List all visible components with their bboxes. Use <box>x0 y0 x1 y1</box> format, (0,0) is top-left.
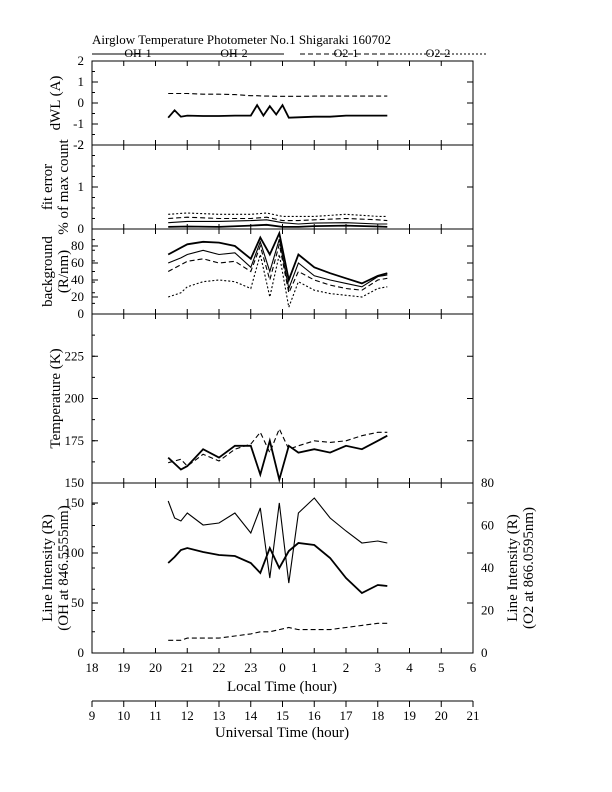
ut-tick-label: 14 <box>244 708 258 723</box>
y-tick-label: 40 <box>71 272 84 287</box>
series-line-oh-1 <box>168 223 388 228</box>
ut-tick-label: 9 <box>89 708 96 723</box>
local-time-tick-label: 0 <box>279 660 286 675</box>
local-time-tick-label: 23 <box>244 660 257 675</box>
y-tick-label: 175 <box>65 433 85 448</box>
local-time-tick-label: 6 <box>470 660 477 675</box>
ut-tick-label: 15 <box>276 708 289 723</box>
panel-frame <box>91 60 474 146</box>
y-axis-label-2: (R/nm) <box>56 250 72 293</box>
chart-panels: 2 1 0 -1 -2 dWL (A) 2 1 0 fit error% of max count… <box>40 53 537 660</box>
ut-tick-label: 20 <box>435 708 448 723</box>
y-axis-label-2: (OH at 846.5555nm) <box>56 505 72 630</box>
y-tick-label: 1 <box>78 179 85 194</box>
y-right-tick-label: 60 <box>481 518 494 533</box>
y-tick-label: 200 <box>65 391 85 406</box>
universal-time-axis-label: Universal Time (hour) <box>215 725 349 741</box>
ut-tick-label: 16 <box>308 708 322 723</box>
y-axis-label: dWL (A) <box>48 76 64 131</box>
y-tick-label: 225 <box>65 348 85 363</box>
y-right-axis-label: Line Intensity (R) <box>505 514 521 621</box>
y-tick-label: 0 <box>78 221 85 236</box>
y-tick-label: 0 <box>78 645 85 660</box>
panel-background: 80 60 40 20 0 background (R/nm) <box>40 228 474 321</box>
y-tick-label: -1 <box>73 116 84 131</box>
y-right-tick-label: 20 <box>481 603 494 618</box>
local-time-axis: 18 19 20 21 22 23 0 1 2 3 4 5 6 <box>86 660 477 675</box>
series-line-oh-2 <box>167 239 388 291</box>
ut-tick-label: 12 <box>181 708 194 723</box>
y-axis-label: fit error <box>40 164 56 210</box>
series-line-oh-2 <box>167 497 388 584</box>
local-time-tick-label: 21 <box>181 660 194 675</box>
ut-tick-label: 13 <box>213 708 226 723</box>
y-right-tick-label: 40 <box>481 560 494 575</box>
series-line-oh-1 <box>167 103 388 119</box>
local-time-tick-label: 19 <box>117 660 130 675</box>
y-tick-label: 60 <box>71 255 84 270</box>
local-time-tick-label: 3 <box>375 660 382 675</box>
y-right-axis-label-2: (O2 at 866.0595nm) <box>521 507 537 629</box>
y-right-tick-label: 80 <box>481 475 494 490</box>
series-line-o2-1 <box>168 427 388 467</box>
local-time-tick-label: 18 <box>86 660 99 675</box>
panel-temperature: 225 200 175 150 Temperature (K) <box>48 313 474 490</box>
universal-time-axis: 9 10 11 12 13 14 15 16 17 18 19 20 21 <box>89 700 480 723</box>
y-tick-label: 1 <box>78 74 85 89</box>
local-time-tick-label: 2 <box>343 660 350 675</box>
series-line-o2-1 <box>168 216 388 222</box>
ut-tick-label: 18 <box>371 708 384 723</box>
ut-tick-label: 17 <box>340 708 354 723</box>
y-axis-label: Temperature (K) <box>48 348 64 448</box>
y-axis-label-2: % of max count <box>56 138 72 234</box>
series-line-o2-1 <box>168 622 388 641</box>
panel-fit_error: 2 1 0 fit error% of max count <box>40 137 474 236</box>
y-tick-label: 2 <box>78 137 85 152</box>
ut-tick-label: 21 <box>467 708 480 723</box>
y-tick-label: 100 <box>65 545 85 560</box>
y-axis-label: Line Intensity (R) <box>40 514 56 621</box>
local-time-axis-label: Local Time (hour) <box>227 679 337 695</box>
y-tick-label: 50 <box>71 595 84 610</box>
y-tick-label: -2 <box>73 137 84 152</box>
local-time-tick-label: 4 <box>406 660 413 675</box>
series-line-o2-2 <box>168 212 388 217</box>
series-line-oh-1 <box>167 542 388 595</box>
y-tick-label: 2 <box>78 53 85 68</box>
panel-dwl: 2 1 0 -1 -2 dWL (A) <box>48 53 474 152</box>
ut-tick-label: 11 <box>149 708 162 723</box>
y-tick-label: 0 <box>78 306 85 321</box>
figure-title: Airglow Temperature Photometer No.1 Shig… <box>92 32 391 47</box>
ut-tick-label: 10 <box>117 708 130 723</box>
local-time-tick-label: 1 <box>311 660 318 675</box>
y-tick-label: 150 <box>65 475 85 490</box>
local-time-tick-label: 22 <box>213 660 226 675</box>
panel-frame <box>91 144 474 230</box>
legend-label-o2-2: O2-2 <box>426 46 451 60</box>
panel-frame <box>91 228 474 315</box>
local-time-tick-label: 5 <box>438 660 445 675</box>
y-tick-label: 80 <box>71 238 84 253</box>
series-line-o2-1 <box>168 92 388 97</box>
y-tick-label: 20 <box>71 289 84 304</box>
y-axis-label: background <box>40 236 56 307</box>
y-tick-label: 0 <box>78 95 85 110</box>
series-line-o2-1 <box>167 244 388 295</box>
legend-label-oh-1: OH-1 <box>124 46 151 60</box>
series-line-oh-2 <box>168 219 388 225</box>
legend-label-oh-2: OH-2 <box>220 46 247 60</box>
y-tick-label: 150 <box>65 495 85 510</box>
series-line-o2-2 <box>168 254 388 310</box>
y-right-tick-label: 0 <box>481 645 488 660</box>
panel-frame <box>91 313 474 484</box>
panel-frame <box>91 482 474 654</box>
series-line-oh-1 <box>167 434 388 484</box>
legend: OH-1 OH-2 O2-1 O2-2 <box>92 46 488 60</box>
local-time-tick-label: 20 <box>149 660 162 675</box>
legend-label-o2-1: O2-1 <box>334 46 359 60</box>
series-line-oh-1 <box>167 230 388 285</box>
ut-tick-label: 19 <box>403 708 416 723</box>
